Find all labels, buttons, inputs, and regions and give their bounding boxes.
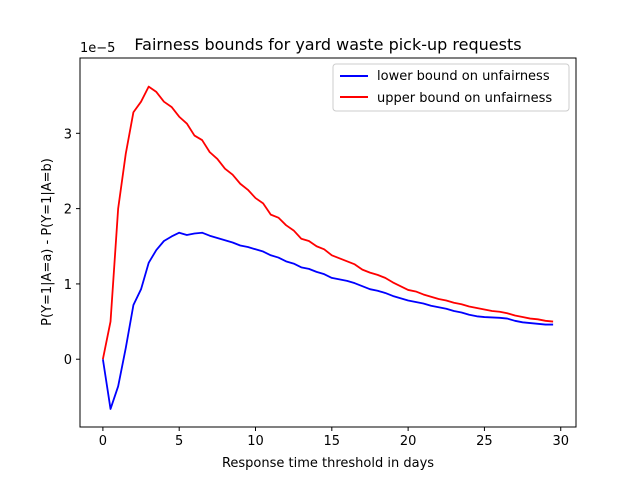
y-tick-label: 3 (64, 127, 72, 142)
x-tick-label: 15 (324, 434, 341, 449)
y-tick-label: 0 (64, 353, 72, 368)
axes-frame (79, 57, 577, 428)
plot-area (102, 85, 554, 410)
x-tick-label: 20 (400, 434, 417, 449)
chart-title: Fairness bounds for yard waste pick-up r… (134, 35, 521, 54)
y-axis-label: P(Y=1|A=a) - P(Y=1|A=b) (40, 158, 55, 326)
x-tick-label: 25 (476, 434, 493, 449)
x-tick-label: 0 (99, 434, 107, 449)
x-tick-label: 30 (552, 434, 569, 449)
legend-box (332, 63, 570, 112)
legend: lower bound on unfairness upper bound on… (332, 63, 570, 112)
y-tick-label: 2 (64, 203, 72, 218)
series-line-upper-bound (102, 85, 554, 360)
x-tick-label: 5 (175, 434, 183, 449)
axis-ticks: 0 5 10 15 20 25 30 0 1 2 3 (64, 127, 569, 449)
x-tick-label: 10 (247, 434, 264, 449)
legend-label-lower: lower bound on unfairness (377, 69, 550, 84)
legend-label-upper: upper bound on unfairness (377, 91, 552, 106)
series-line-lower-bound (102, 231, 554, 410)
y-offset-label: 1e−5 (80, 41, 115, 56)
x-axis-label: Response time threshold in days (222, 456, 434, 471)
y-tick-label: 1 (64, 278, 72, 293)
